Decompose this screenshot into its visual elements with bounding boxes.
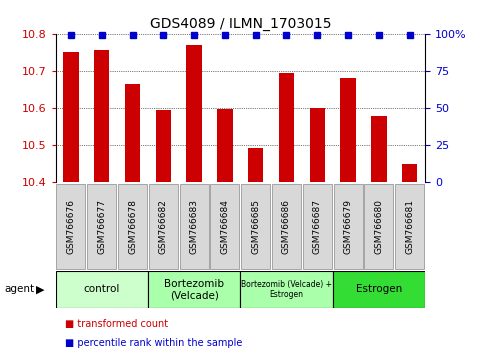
Bar xyxy=(94,50,110,182)
Bar xyxy=(125,84,140,182)
Text: GSM766681: GSM766681 xyxy=(405,199,414,254)
Bar xyxy=(217,109,233,182)
Bar xyxy=(63,52,79,182)
FancyBboxPatch shape xyxy=(180,184,209,269)
Text: GSM766680: GSM766680 xyxy=(374,199,384,254)
FancyBboxPatch shape xyxy=(118,184,147,269)
Text: GSM766684: GSM766684 xyxy=(220,199,229,254)
FancyBboxPatch shape xyxy=(241,184,270,269)
Bar xyxy=(333,271,425,308)
Text: GSM766678: GSM766678 xyxy=(128,199,137,254)
Bar xyxy=(371,116,386,182)
Bar xyxy=(148,271,241,308)
FancyBboxPatch shape xyxy=(87,184,116,269)
Text: ▶: ▶ xyxy=(36,284,45,295)
Title: GDS4089 / ILMN_1703015: GDS4089 / ILMN_1703015 xyxy=(150,17,331,31)
FancyBboxPatch shape xyxy=(57,184,85,269)
FancyBboxPatch shape xyxy=(149,184,178,269)
Text: GSM766683: GSM766683 xyxy=(190,199,199,254)
Text: GSM766677: GSM766677 xyxy=(97,199,106,254)
Text: GSM766687: GSM766687 xyxy=(313,199,322,254)
FancyBboxPatch shape xyxy=(334,184,363,269)
FancyBboxPatch shape xyxy=(272,184,301,269)
Text: GSM766686: GSM766686 xyxy=(282,199,291,254)
Text: GSM766682: GSM766682 xyxy=(159,199,168,254)
Bar xyxy=(186,45,202,182)
FancyBboxPatch shape xyxy=(364,184,393,269)
Bar xyxy=(241,271,333,308)
Text: Estrogen: Estrogen xyxy=(355,284,402,295)
FancyBboxPatch shape xyxy=(211,184,240,269)
Text: ■ transformed count: ■ transformed count xyxy=(65,319,169,329)
Text: GSM766679: GSM766679 xyxy=(343,199,353,254)
Text: GSM766676: GSM766676 xyxy=(67,199,75,254)
FancyBboxPatch shape xyxy=(395,184,424,269)
Text: ■ percentile rank within the sample: ■ percentile rank within the sample xyxy=(65,338,242,348)
Bar xyxy=(310,108,325,182)
Text: GSM766685: GSM766685 xyxy=(251,199,260,254)
Bar xyxy=(341,78,356,182)
Bar xyxy=(279,73,294,182)
FancyBboxPatch shape xyxy=(303,184,332,269)
Text: control: control xyxy=(84,284,120,295)
Text: Bortezomib (Velcade) +
Estrogen: Bortezomib (Velcade) + Estrogen xyxy=(241,280,332,299)
Bar xyxy=(402,165,417,182)
Text: agent: agent xyxy=(5,284,35,295)
Bar xyxy=(56,271,148,308)
Bar xyxy=(156,110,171,182)
Bar xyxy=(248,148,263,182)
Text: Bortezomib
(Velcade): Bortezomib (Velcade) xyxy=(164,279,224,300)
